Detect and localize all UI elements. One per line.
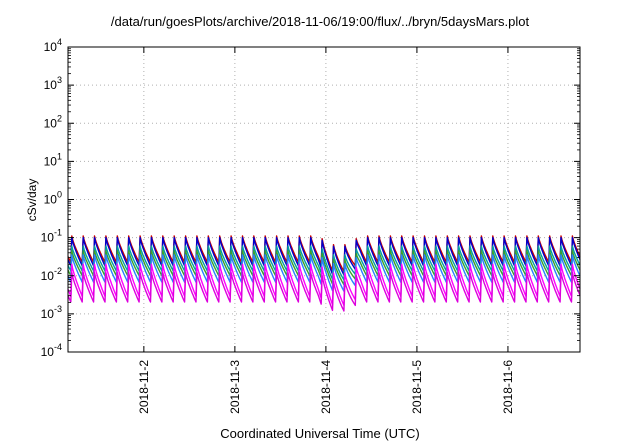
x-tick-label: 2018-11-5 bbox=[410, 360, 424, 414]
series-line bbox=[67, 250, 581, 286]
x-tick-label: 2018-11-3 bbox=[228, 360, 242, 414]
y-tick-label: 100 bbox=[44, 190, 62, 207]
plot-frame bbox=[67, 46, 581, 353]
series-line bbox=[67, 254, 581, 292]
series-line bbox=[67, 236, 581, 276]
y-tick-label: 101 bbox=[44, 151, 62, 168]
chart-title: /data/run/goesPlots/archive/2018-11-06/1… bbox=[110, 14, 530, 29]
x-tick-label: 2018-11-4 bbox=[319, 360, 333, 414]
y-tick-label: 103 bbox=[44, 75, 62, 92]
y-tick-label: 10-1 bbox=[41, 228, 62, 245]
y-tick-label: 102 bbox=[44, 113, 62, 130]
axes: 10-4 10-3 10-2 10-1 100 101 102 103 104 2018-11-2… bbox=[41, 37, 581, 414]
y-tick-label: 10-3 bbox=[41, 304, 62, 321]
series-line bbox=[67, 245, 581, 281]
x-tick-label: 2018-11-2 bbox=[137, 360, 151, 414]
grid-lines bbox=[68, 47, 580, 352]
y-axis-label: cSv/day bbox=[25, 179, 39, 222]
y-tick-label: 10-2 bbox=[41, 266, 62, 283]
series-line bbox=[67, 263, 581, 306]
x-axis-label: Coordinated Universal Time (UTC) bbox=[220, 426, 420, 441]
y-tick-label: 104 bbox=[44, 37, 62, 54]
series-group bbox=[67, 235, 581, 312]
y-tick-label: 10-4 bbox=[41, 342, 62, 359]
series-line bbox=[67, 272, 581, 312]
x-tick-label: 2018-11-6 bbox=[501, 360, 515, 414]
